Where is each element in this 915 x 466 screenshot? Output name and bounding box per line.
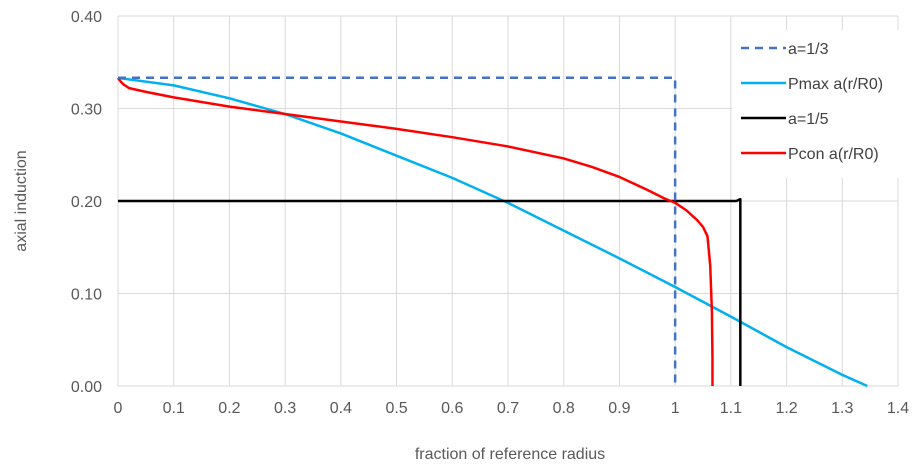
x-tick-label: 0.9 [608,400,630,417]
x-tick-label: 0.8 [553,400,575,417]
x-tick-label: 0.6 [441,400,463,417]
series-line-1 [117,76,868,388]
y-tick-label: 0.40 [71,9,102,26]
x-tick-label: 0.4 [330,400,352,417]
series-line-3 [117,77,714,386]
y-tick-label: 0.20 [71,194,102,211]
series-layer [117,76,868,388]
legend-entry-label: a=1/3 [788,41,829,58]
x-tick-label: 1.1 [720,400,742,417]
legend-entry-label: Pcon a(r/R0) [788,146,879,163]
y-tick-label: 0.10 [71,287,102,304]
x-tick-label: 0.7 [497,400,519,417]
x-tick-label: 1.3 [831,400,853,417]
tick-layer: 0 0.1 0.2 0.3 0.4 0.5 0.6 0.7 0.8 0.9 1 1.1 1.2 1.3 1.… [71,9,909,417]
legend: a=1/3 Pmax a(r/R0) a=1/5 Pcon a(r/R0) [732,30,915,178]
x-tick-label: 1.2 [775,400,797,417]
x-tick-label: 0.2 [218,400,240,417]
y-tick-label: 0.30 [71,102,102,119]
x-tick-label: 1.4 [887,400,909,417]
series-line-0 [118,76,677,386]
legend-entry-label: Pmax a(r/R0) [788,76,883,93]
x-axis-label: fraction of reference radius [415,446,605,463]
y-tick-label: 0.00 [71,379,102,396]
x-tick-label: 0.1 [163,400,185,417]
series-line-2 [118,197,742,386]
y-axis-label: axial induction [13,150,30,251]
x-tick-label: 0 [114,400,123,417]
x-tick-label: 0.3 [274,400,296,417]
x-tick-label: 1 [671,400,680,417]
legend-entry-label: a=1/5 [788,111,829,128]
x-tick-label: 0.5 [385,400,407,417]
